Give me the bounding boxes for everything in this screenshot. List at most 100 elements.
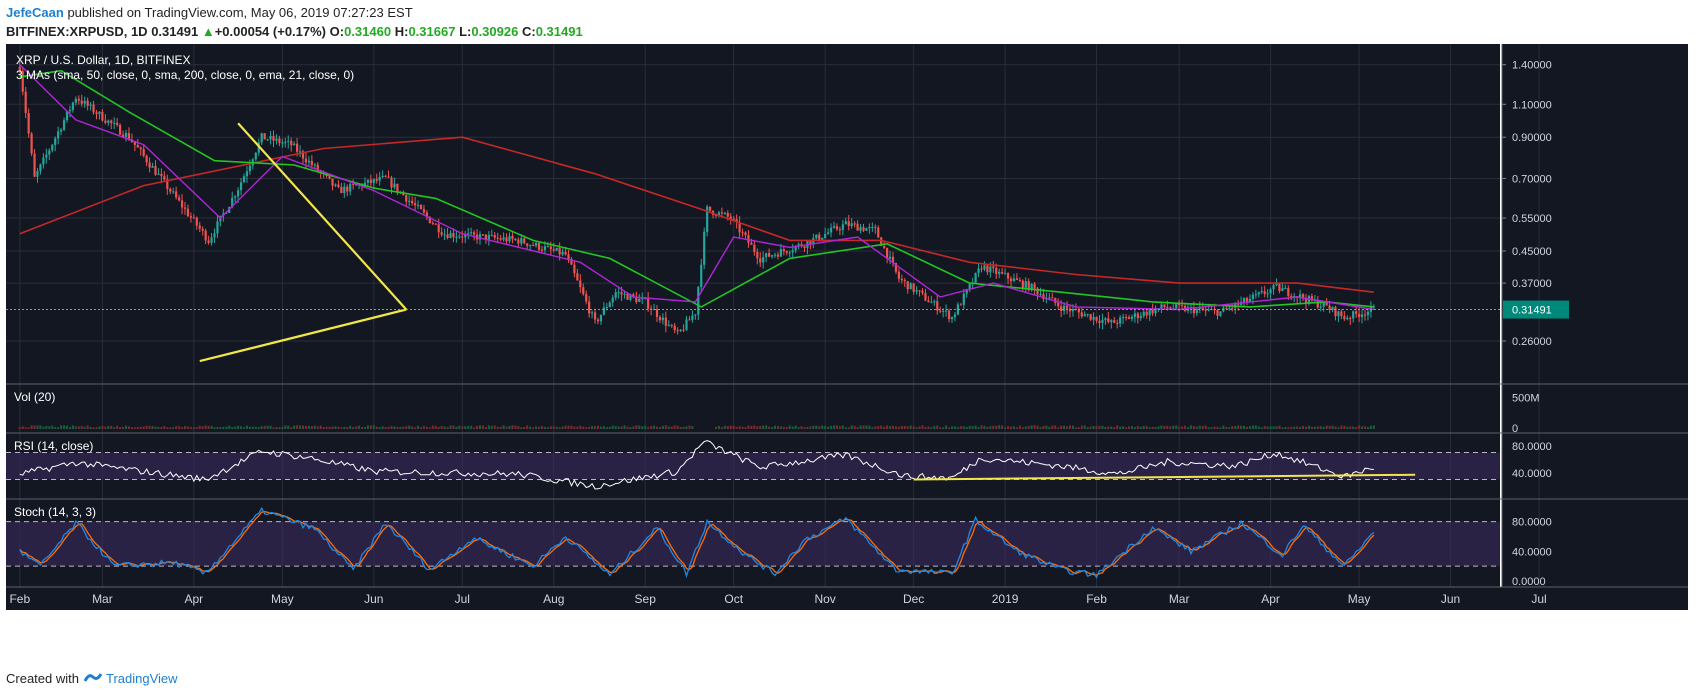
volume-bar: [511, 425, 514, 429]
volume-bar: [378, 427, 381, 429]
candle-body: [183, 207, 187, 209]
candle-body: [1343, 316, 1346, 320]
price-tick-label: 1.10000: [1512, 99, 1552, 111]
tradingview-brand-link[interactable]: TradingView: [106, 671, 178, 686]
candle-body: [387, 176, 390, 178]
volume-bar: [1092, 425, 1095, 429]
volume-bar: [449, 425, 452, 429]
volume-bar: [508, 426, 511, 429]
volume-bar: [818, 426, 821, 429]
volume-bar: [428, 427, 431, 429]
volume-bar: [856, 426, 859, 429]
volume-bar: [1172, 425, 1175, 429]
candle-body: [505, 237, 508, 242]
volume-bar: [293, 425, 296, 429]
volume-bar: [222, 426, 225, 429]
volume-bar: [1290, 426, 1293, 429]
triangle-trendline: [199, 308, 407, 363]
rsi-band: [6, 452, 1500, 480]
volume-bar: [605, 427, 608, 429]
candle-body: [1086, 314, 1089, 316]
volume-bar: [850, 425, 853, 429]
volume-bar: [145, 425, 148, 429]
ohlc-low-label: L:: [459, 24, 472, 39]
volume-bar: [859, 425, 862, 429]
volume-bar: [918, 426, 921, 429]
volume-bar: [66, 425, 68, 429]
volume-bar: [1307, 425, 1310, 429]
candle-body: [408, 200, 411, 202]
candle-body: [537, 242, 541, 250]
volume-bar: [36, 425, 39, 429]
volume-bar: [98, 426, 101, 429]
volume-bar: [405, 426, 408, 429]
candle-body: [1077, 310, 1080, 313]
candle-body: [381, 175, 384, 177]
candle-body: [1113, 320, 1116, 323]
candle-body: [880, 237, 883, 246]
volume-bar: [1346, 426, 1349, 429]
candle-body: [1080, 312, 1083, 317]
candle-body: [411, 200, 414, 204]
volume-bar: [399, 426, 402, 429]
volume-bar: [443, 426, 446, 429]
candle-body: [1204, 309, 1207, 311]
candle-body: [416, 205, 420, 207]
candle-body: [104, 120, 107, 123]
volume-bar: [154, 426, 157, 429]
volume-bar: [1293, 426, 1296, 429]
volume-bar: [1154, 427, 1157, 429]
candle-body: [688, 319, 691, 321]
volume-bar: [234, 426, 237, 429]
volume-bar: [756, 426, 759, 429]
candle-body: [591, 312, 594, 314]
sma200-line: [19, 136, 1374, 293]
volume-bar: [86, 425, 89, 429]
candle-body: [1346, 317, 1349, 320]
candle-body: [1304, 298, 1308, 303]
volume-bar: [753, 425, 756, 429]
candle-body: [756, 252, 759, 259]
volume-bar: [1254, 425, 1257, 429]
candle-body: [856, 223, 859, 231]
author-link[interactable]: JefeCaan: [6, 5, 64, 20]
candle-body: [1015, 278, 1018, 280]
volume-bar: [127, 426, 130, 429]
rsi-tick-label: 80.0000: [1512, 441, 1552, 453]
volume-bar: [307, 425, 310, 429]
volume-bar: [948, 427, 951, 429]
volume-bar: [352, 427, 355, 429]
trading-chart[interactable]: Feb Mar Apr May Jun Jul Aug Sep Oct Nov Dec 2019 Feb…: [0, 44, 1696, 660]
volume-bar: [968, 425, 971, 429]
volume-bar: [381, 426, 384, 429]
volume-bar: [1299, 426, 1302, 429]
volume-bar: [437, 426, 440, 429]
volume-bar: [977, 427, 980, 429]
volume-bar: [420, 427, 422, 429]
volume-bar: [903, 425, 906, 429]
volume-bar: [838, 426, 841, 429]
volume-bar: [576, 426, 579, 429]
candle-body: [909, 283, 912, 290]
volume-bar: [1010, 426, 1012, 429]
volume-bar: [614, 426, 617, 429]
volume-bar: [178, 426, 181, 429]
candle-body: [419, 205, 423, 210]
volume-bar: [27, 427, 30, 429]
candle-body: [349, 183, 352, 192]
candle-body: [1207, 309, 1210, 311]
candle-body: [785, 251, 788, 253]
candle-body: [1145, 311, 1148, 316]
candle-body: [24, 91, 27, 114]
candle-body: [139, 147, 142, 150]
x-tick-label: May: [271, 592, 294, 606]
volume-bar: [779, 426, 782, 429]
candle-body: [812, 238, 815, 245]
volume-bar: [1007, 426, 1010, 429]
candle-body: [363, 182, 367, 187]
volume-bar: [921, 425, 924, 429]
volume-bar: [189, 427, 192, 429]
candle-body: [623, 293, 626, 295]
candle-body: [36, 171, 39, 177]
candle-body: [1228, 307, 1231, 309]
